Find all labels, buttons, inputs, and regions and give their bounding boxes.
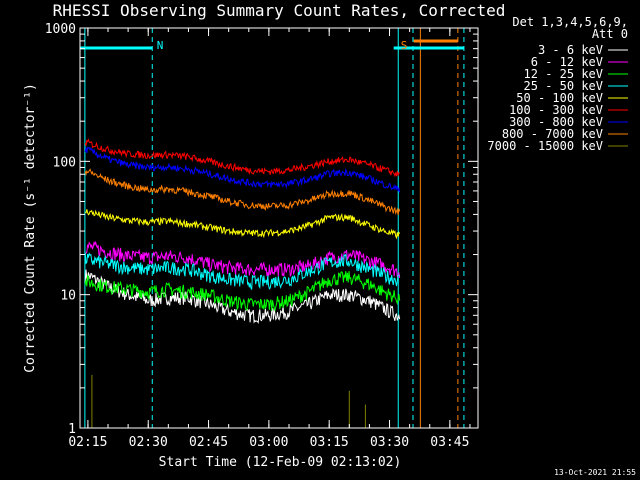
series-800-7000-kev xyxy=(84,168,401,216)
series-3-6-kev xyxy=(84,269,401,325)
legend-entry: 300 - 800 keV xyxy=(509,115,628,129)
legend-entry: 800 - 7000 keV xyxy=(502,127,628,141)
legend-label: 25 - 50 keV xyxy=(524,79,603,93)
x-tick-label-0330: 03:30 xyxy=(370,435,409,450)
legend-entry: 25 - 50 keV xyxy=(524,79,628,93)
x-axis-label: Start Time (12-Feb-09 02:13:02) xyxy=(159,455,402,470)
chart-title: RHESSI Observing Summary Count Rates, Co… xyxy=(53,1,506,20)
legend-header: Det 1,3,4,5,6,9, Att 0 xyxy=(512,15,628,41)
series-25-50-kev-line xyxy=(84,252,400,291)
legend-entry: 7000 - 15000 keV xyxy=(487,139,628,153)
series-12-25-kev xyxy=(84,271,401,312)
legend-label: 6 - 12 keV xyxy=(531,55,603,69)
x-tick-label-0315: 03:15 xyxy=(310,435,349,450)
y-axis-label-text: Corrected Count Rate (s⁻¹ detector⁻¹) xyxy=(23,83,38,373)
legend-label: 300 - 800 keV xyxy=(509,115,603,129)
x-tick-label-0215: 02:15 xyxy=(68,435,107,450)
series-100-300-kev-line xyxy=(84,138,400,178)
y-axis-label: Corrected Count Rate (s⁻¹ detector⁻¹) xyxy=(23,83,38,373)
legend-header-line-2: Att 0 xyxy=(592,27,628,41)
plot-frame xyxy=(79,27,479,429)
legend-label: 7000 - 15000 keV xyxy=(487,139,603,153)
legend-label: 3 - 6 keV xyxy=(538,43,603,57)
y-tick-label-1000: 1000 xyxy=(45,22,76,37)
series-50-100-kev xyxy=(84,209,401,240)
legend-entry: 12 - 25 keV xyxy=(524,67,628,81)
legend-label: 50 - 100 keV xyxy=(516,91,603,105)
series-300-800-kev-line xyxy=(84,146,401,193)
series-3-6-kev-line xyxy=(84,269,401,325)
flag-label-s: S xyxy=(401,39,408,52)
series-12-25-kev-line xyxy=(84,271,401,312)
legend-entry: 50 - 100 keV xyxy=(516,91,628,105)
legend-label: 800 - 7000 keV xyxy=(502,127,603,141)
series-800-7000-kev-line xyxy=(84,168,401,216)
legend-entry: 6 - 12 keV xyxy=(531,55,628,69)
x-tick-label-0245: 02:45 xyxy=(189,435,228,450)
flag-label-n: N xyxy=(157,39,164,52)
series-25-50-kev xyxy=(84,252,400,291)
x-tick-label-0345: 03:45 xyxy=(430,435,469,450)
legend-header-line-1: Det 1,3,4,5,6,9, xyxy=(512,15,628,29)
y-tick-label-10: 10 xyxy=(60,289,76,304)
legend-entry: 100 - 300 keV xyxy=(509,103,628,117)
x-tick-label-0230: 02:30 xyxy=(129,435,168,450)
legend-entry: 3 - 6 keV xyxy=(538,43,628,57)
series-6-12-kev xyxy=(85,240,401,278)
series-7000-15000-kev xyxy=(91,374,366,428)
generation-timestamp: 13-Oct-2021 21:55 xyxy=(554,468,636,477)
y-tick-label-100: 100 xyxy=(53,155,76,170)
series-100-300-kev xyxy=(84,138,400,178)
series-50-100-kev-line xyxy=(84,209,401,240)
series-6-12-kev-line xyxy=(85,240,401,278)
legend-label: 12 - 25 keV xyxy=(524,67,603,81)
legend-label: 100 - 300 keV xyxy=(509,103,603,117)
x-tick-label-0300: 03:00 xyxy=(249,435,288,450)
series-300-800-kev xyxy=(84,146,401,193)
y-tick-label-1: 1 xyxy=(68,422,76,437)
axes: 02:15 02:30 02:45 03:00 03:15 03:30 03:45 1 10 10… xyxy=(45,22,479,450)
